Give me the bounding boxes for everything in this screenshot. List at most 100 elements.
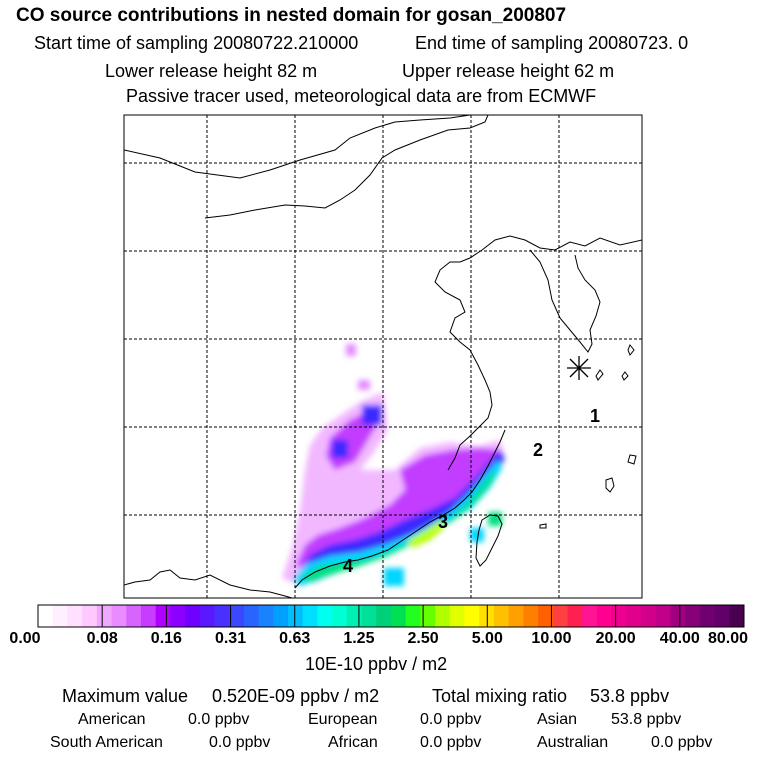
colorbar-swatch xyxy=(376,605,392,627)
marker-1: 1 xyxy=(590,406,600,426)
tracer-note-text: Passive tracer used, meteorological data… xyxy=(126,86,597,106)
upper-height-text: Upper release height 62 m xyxy=(402,61,615,81)
map-grid xyxy=(124,115,642,598)
marker-2: 2 xyxy=(533,440,543,460)
colorbar-swatch xyxy=(670,605,686,627)
region-value-australian: 0.0 ppbv xyxy=(651,734,713,751)
patch-blue-1 xyxy=(362,405,382,425)
colorbar-swatch xyxy=(155,605,171,627)
colorbar-swatch xyxy=(332,605,348,627)
colorbar-tick-label: 40.00 xyxy=(659,630,700,647)
colorbar-swatch xyxy=(655,605,671,627)
colorbar-swatch xyxy=(714,605,730,627)
colorbar-swatch xyxy=(611,605,627,627)
colorbar-swatch xyxy=(641,605,657,627)
colorbar-swatch xyxy=(317,605,333,627)
colorbar-swatch xyxy=(729,605,745,627)
colorbar-tick-label: 20.00 xyxy=(595,630,636,647)
colorbar-tick-label: 0.63 xyxy=(279,630,311,647)
colorbar-swatch xyxy=(170,605,186,627)
colorbar-unit: 10E-10 ppbv / m2 xyxy=(305,654,448,674)
colorbar-tick-label: 2.50 xyxy=(407,630,439,647)
plume-yellow xyxy=(408,520,445,548)
patch-pink-6 xyxy=(346,344,356,356)
plume-layer xyxy=(282,344,505,586)
colorbar-swatch xyxy=(361,605,377,627)
colorbar-swatch xyxy=(273,605,289,627)
patch-cyan-3 xyxy=(470,528,484,542)
colorbar-swatch xyxy=(552,605,568,627)
receptor-star-marker xyxy=(567,356,591,380)
colorbar-swatch xyxy=(38,605,54,627)
plume-green xyxy=(300,470,495,582)
patch-cyan-5 xyxy=(384,568,404,586)
colorbar-swatch xyxy=(449,605,466,627)
colorbar-swatch xyxy=(405,605,421,627)
plume-violet-2 xyxy=(296,448,500,572)
colorbar-tick-label: 5.00 xyxy=(471,630,503,647)
colorbar-swatch xyxy=(567,605,583,627)
end-time-text: End time of sampling 20080723. 0 xyxy=(415,33,689,53)
plume-cyan xyxy=(292,460,502,586)
map-frame xyxy=(123,114,643,599)
colorbar-swatch xyxy=(214,605,230,627)
max-value: 0.520E-09 ppbv / m2 xyxy=(212,686,380,706)
colorbar-swatch xyxy=(538,605,554,627)
colorbar-swatch xyxy=(52,605,68,627)
patch-blue-2 xyxy=(332,440,348,458)
colorbar-swatch xyxy=(523,605,539,627)
colorbar-tick-label: 0.31 xyxy=(214,630,247,647)
colorbar-tick-label: 10.00 xyxy=(531,630,572,647)
colorbar-swatch xyxy=(258,605,274,627)
colorbar-swatch xyxy=(582,605,598,627)
colorbar-swatch xyxy=(435,605,451,627)
colorbar-swatch xyxy=(302,605,318,627)
total-mixing-value: 53.8 ppbv xyxy=(590,686,670,706)
colorbar-swatch xyxy=(288,605,304,627)
region-value-south-american: 0.0 ppbv xyxy=(209,734,271,751)
colorbar xyxy=(37,604,745,628)
colorbar-tick-label: 0.16 xyxy=(150,630,182,647)
colorbar-swatch xyxy=(464,605,480,627)
region-value-african: 0.0 ppbv xyxy=(420,734,482,751)
colorbar-swatch xyxy=(199,605,215,627)
colorbar-tick-label: 1.25 xyxy=(343,630,375,647)
colorbar-swatch xyxy=(699,605,716,627)
colorbar-swatch xyxy=(508,605,524,627)
colorbar-swatch xyxy=(391,605,407,627)
region-name-australian: Australian xyxy=(537,734,609,751)
colorbar-swatch xyxy=(420,605,436,627)
region-name-american: American xyxy=(78,711,146,728)
marker-4: 4 xyxy=(343,556,353,576)
colorbar-swatch xyxy=(493,605,510,627)
colorbar-swatch xyxy=(82,605,98,627)
region-name-european: European xyxy=(308,711,378,728)
colorbar-swatch xyxy=(685,605,701,627)
region-value-asian: 53.8 ppbv xyxy=(611,711,682,728)
colorbar-swatch xyxy=(111,605,127,627)
colorbar-swatch xyxy=(626,605,642,627)
region-name-african: African xyxy=(328,734,378,751)
patch-pink-7 xyxy=(358,380,370,390)
colorbar-swatch xyxy=(126,605,142,627)
colorbar-swatch xyxy=(346,605,363,627)
total-mixing-label: Total mixing ratio xyxy=(432,686,568,706)
plume-blue xyxy=(300,450,505,582)
region-name-south-american: South American xyxy=(50,734,163,751)
colorbar-frame xyxy=(37,604,745,628)
max-value-label: Maximum value xyxy=(62,686,189,706)
colorbar-swatch xyxy=(229,605,245,627)
region-value-european: 0.0 ppbv xyxy=(420,711,482,728)
colorbar-swatch xyxy=(140,605,157,627)
colorbar-tick-label: 80.00 xyxy=(707,630,749,647)
colorbar-swatch xyxy=(185,605,201,627)
region-value-american: 0.0 ppbv xyxy=(188,711,250,728)
colorbar-swatch xyxy=(243,605,260,627)
colorbar-tick-label: 0.00 xyxy=(9,630,41,647)
colorbar-tick-label: 0.08 xyxy=(86,630,118,647)
colorbar-swatch xyxy=(596,605,613,627)
coastlines xyxy=(124,115,642,598)
colorbar-swatch xyxy=(67,605,83,627)
map-title: CO source contributions in nested domain… xyxy=(16,5,567,26)
